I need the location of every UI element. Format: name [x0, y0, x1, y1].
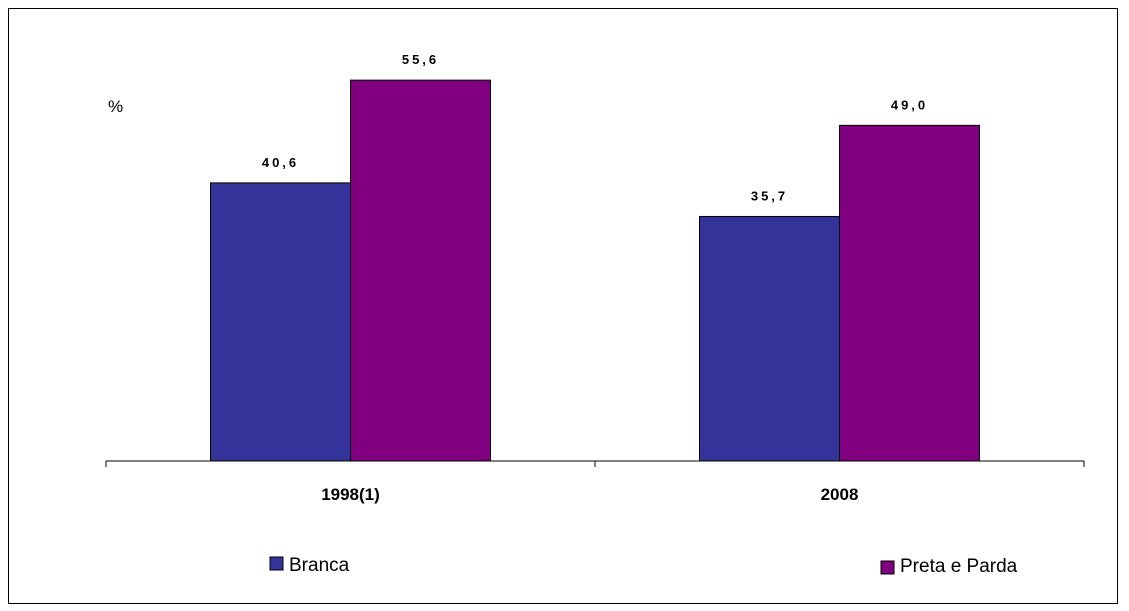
- bar: [699, 215, 840, 462]
- bar: [350, 79, 491, 462]
- bars-group: [210, 79, 980, 462]
- legend-swatch-branca: [269, 556, 284, 571]
- data-labels-group: 40,6 55,6 35,7 49,0: [262, 52, 928, 203]
- legend-label-branca: Branca: [289, 555, 350, 576]
- bar: [210, 182, 351, 462]
- data-label: 55,6: [402, 52, 439, 67]
- legend-swatch-preta-parda: [880, 560, 895, 575]
- data-label: 49,0: [891, 97, 928, 112]
- x-ticks-group: 1998(1) 2008: [105, 461, 1085, 504]
- data-label: 40,6: [262, 155, 299, 170]
- bar: [839, 124, 980, 462]
- x-tick-label: 1998(1): [321, 485, 380, 504]
- x-tick-label: 2008: [821, 485, 859, 504]
- y-axis-label: %: [108, 97, 123, 116]
- data-label: 35,7: [751, 188, 788, 203]
- legend-label-preta-parda: Preta e Parda: [900, 556, 1018, 577]
